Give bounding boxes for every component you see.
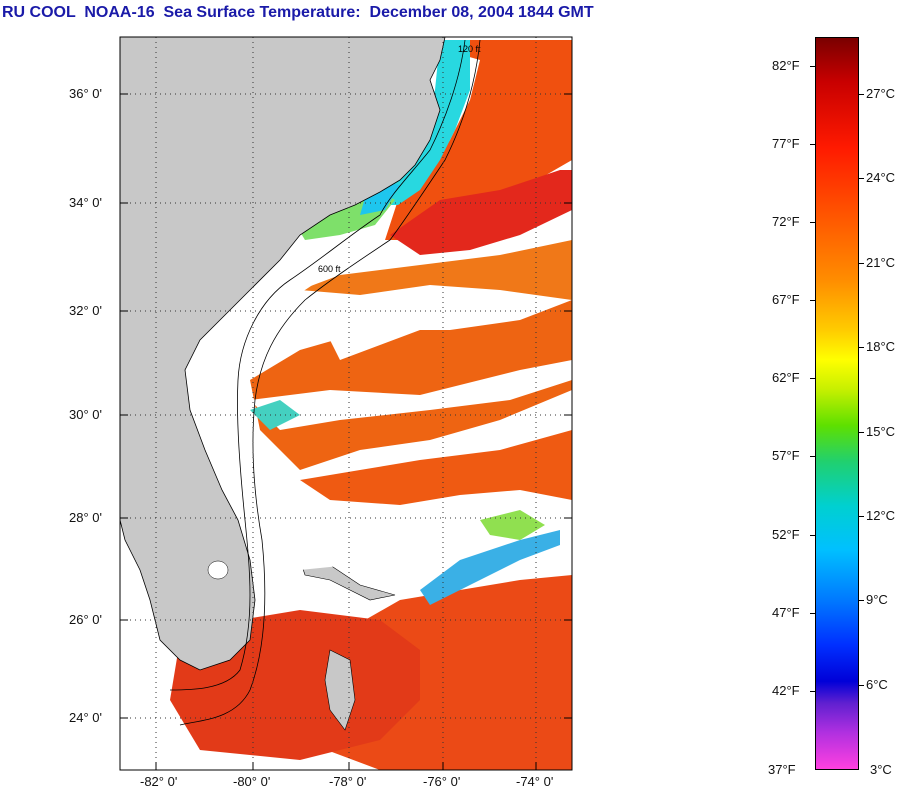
lon-label-74: -74° 0'	[516, 774, 554, 789]
cb-label-f-62: 62°F	[772, 370, 800, 385]
cb-tick-f	[810, 222, 815, 223]
cb-label-f-77: 77°F	[772, 136, 800, 151]
cb-tick-f	[810, 613, 815, 614]
contour-600ft	[179, 39, 481, 726]
cb-label-c-21: 21°C	[866, 255, 896, 270]
sst-mid-south	[250, 300, 572, 470]
cb-label-c-6: 6°C	[866, 677, 888, 692]
cb-tick-f	[810, 300, 815, 301]
cb-label-f-47: 47°F	[772, 605, 800, 620]
cb-label-f-37: 37°F	[768, 762, 796, 777]
lon-label-76: -76° 0'	[423, 774, 461, 789]
cb-tick-f	[810, 535, 815, 536]
cb-tick-c	[859, 94, 864, 95]
cb-label-c-18: 18°C	[866, 339, 896, 354]
land-bahamas-2	[324, 649, 356, 731]
color-scale-bar	[815, 37, 859, 770]
cb-label-c-24: 24°C	[866, 170, 896, 185]
cb-tick-f	[810, 378, 815, 379]
cb-tick-c	[859, 263, 864, 264]
lon-label-80: -80° 0'	[233, 774, 271, 789]
lat-label-30: 30° 0'	[69, 407, 102, 422]
sst-warm-north	[385, 40, 572, 240]
cb-label-f-42: 42°F	[772, 683, 800, 698]
contour-label-600: 600 ft	[318, 264, 341, 274]
cb-label-c-3: 3°C	[870, 762, 892, 777]
cb-label-c-9: 9°C	[866, 592, 888, 607]
cb-label-f-52: 52°F	[772, 527, 800, 542]
lake-okeechobee	[207, 560, 229, 580]
land-bahamas-1	[299, 559, 396, 601]
cb-tick-f	[810, 691, 815, 692]
map-title: RU COOL NOAA-16 Sea Surface Temperature:…	[2, 4, 594, 21]
cb-tick-f	[810, 66, 815, 67]
map-frame	[119, 36, 573, 771]
lat-label-28: 28° 0'	[69, 510, 102, 525]
contour-label-120: 120 ft	[458, 44, 481, 54]
lon-label-78: -78° 0'	[329, 774, 367, 789]
cb-label-f-72: 72°F	[772, 214, 800, 229]
cb-label-f-57: 57°F	[772, 448, 800, 463]
cb-tick-c	[859, 600, 864, 601]
sst-red-core	[390, 170, 572, 255]
cb-tick-c	[859, 432, 864, 433]
lat-label-36: 36° 0'	[69, 86, 102, 101]
contour-120ft	[169, 39, 466, 691]
cb-tick-f	[810, 144, 815, 145]
cb-label-c-12: 12°C	[866, 508, 896, 523]
sst-green-patch	[480, 510, 545, 540]
map-ticks	[120, 93, 572, 770]
cb-label-c-15: 15°C	[866, 424, 896, 439]
cb-label-f-67: 67°F	[772, 292, 800, 307]
cb-label-c-27: 27°C	[866, 86, 896, 101]
cb-tick-c	[859, 685, 864, 686]
sst-clouded-patch	[250, 360, 572, 430]
lat-label-26: 26° 0'	[69, 612, 102, 627]
cloud-mid	[330, 300, 500, 360]
cb-tick-f	[810, 456, 815, 457]
lat-label-34: 34° 0'	[69, 195, 102, 210]
cloud-inshore	[205, 250, 360, 360]
cb-tick-c	[859, 347, 864, 348]
sst-mid-band	[300, 240, 572, 300]
lat-label-32: 32° 0'	[69, 303, 102, 318]
cb-tick-c	[859, 516, 864, 517]
lat-label-24: 24° 0'	[69, 710, 102, 725]
sst-cyan-streak-1	[420, 530, 560, 605]
cb-tick-c	[859, 178, 864, 179]
cb-label-f-82: 82°F	[772, 58, 800, 73]
land-mainland	[120, 37, 446, 671]
lon-label-82: -82° 0'	[140, 774, 178, 789]
sst-east-red	[300, 430, 572, 505]
sst-shelf-north	[370, 40, 470, 205]
graticule	[120, 37, 572, 770]
cloud-south	[260, 520, 460, 570]
